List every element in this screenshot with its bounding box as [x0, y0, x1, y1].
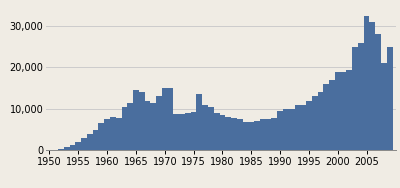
Bar [133, 90, 139, 150]
Bar [127, 103, 133, 150]
Bar [387, 47, 392, 150]
Bar [76, 142, 81, 150]
Bar [318, 92, 323, 150]
Bar [196, 94, 202, 150]
Bar [179, 114, 185, 150]
Bar [162, 88, 168, 150]
Bar [150, 103, 156, 150]
Bar [335, 72, 341, 150]
Bar [156, 96, 162, 150]
Bar [243, 122, 248, 150]
Bar [266, 119, 272, 150]
Bar [122, 107, 127, 150]
Bar [254, 121, 260, 150]
Bar [139, 92, 144, 150]
Bar [110, 117, 116, 150]
Bar [231, 118, 237, 150]
Bar [58, 149, 64, 150]
Bar [323, 84, 329, 150]
Bar [358, 42, 364, 150]
Bar [346, 70, 352, 150]
Bar [283, 109, 289, 150]
Bar [260, 119, 266, 150]
Bar [364, 16, 370, 150]
Bar [312, 96, 318, 150]
Bar [272, 118, 277, 150]
Bar [185, 113, 191, 150]
Bar [70, 146, 76, 150]
Bar [202, 105, 208, 150]
Bar [294, 105, 300, 150]
Bar [93, 130, 98, 150]
Bar [225, 117, 231, 150]
Bar [352, 47, 358, 150]
Bar [208, 107, 214, 150]
Bar [375, 34, 381, 150]
Bar [289, 109, 294, 150]
Bar [329, 80, 335, 150]
Bar [81, 138, 87, 150]
Bar [220, 115, 225, 150]
Bar [144, 101, 150, 150]
Bar [104, 119, 110, 150]
Bar [300, 105, 306, 150]
Bar [277, 111, 283, 150]
Bar [116, 118, 122, 150]
Bar [341, 72, 346, 150]
Bar [370, 22, 375, 150]
Bar [98, 124, 104, 150]
Bar [214, 113, 220, 150]
Bar [237, 119, 243, 150]
Bar [174, 114, 179, 150]
Bar [191, 112, 196, 150]
Bar [248, 122, 254, 150]
Bar [168, 88, 174, 150]
Bar [87, 134, 93, 150]
Bar [64, 148, 70, 150]
Bar [381, 63, 387, 150]
Bar [306, 101, 312, 150]
